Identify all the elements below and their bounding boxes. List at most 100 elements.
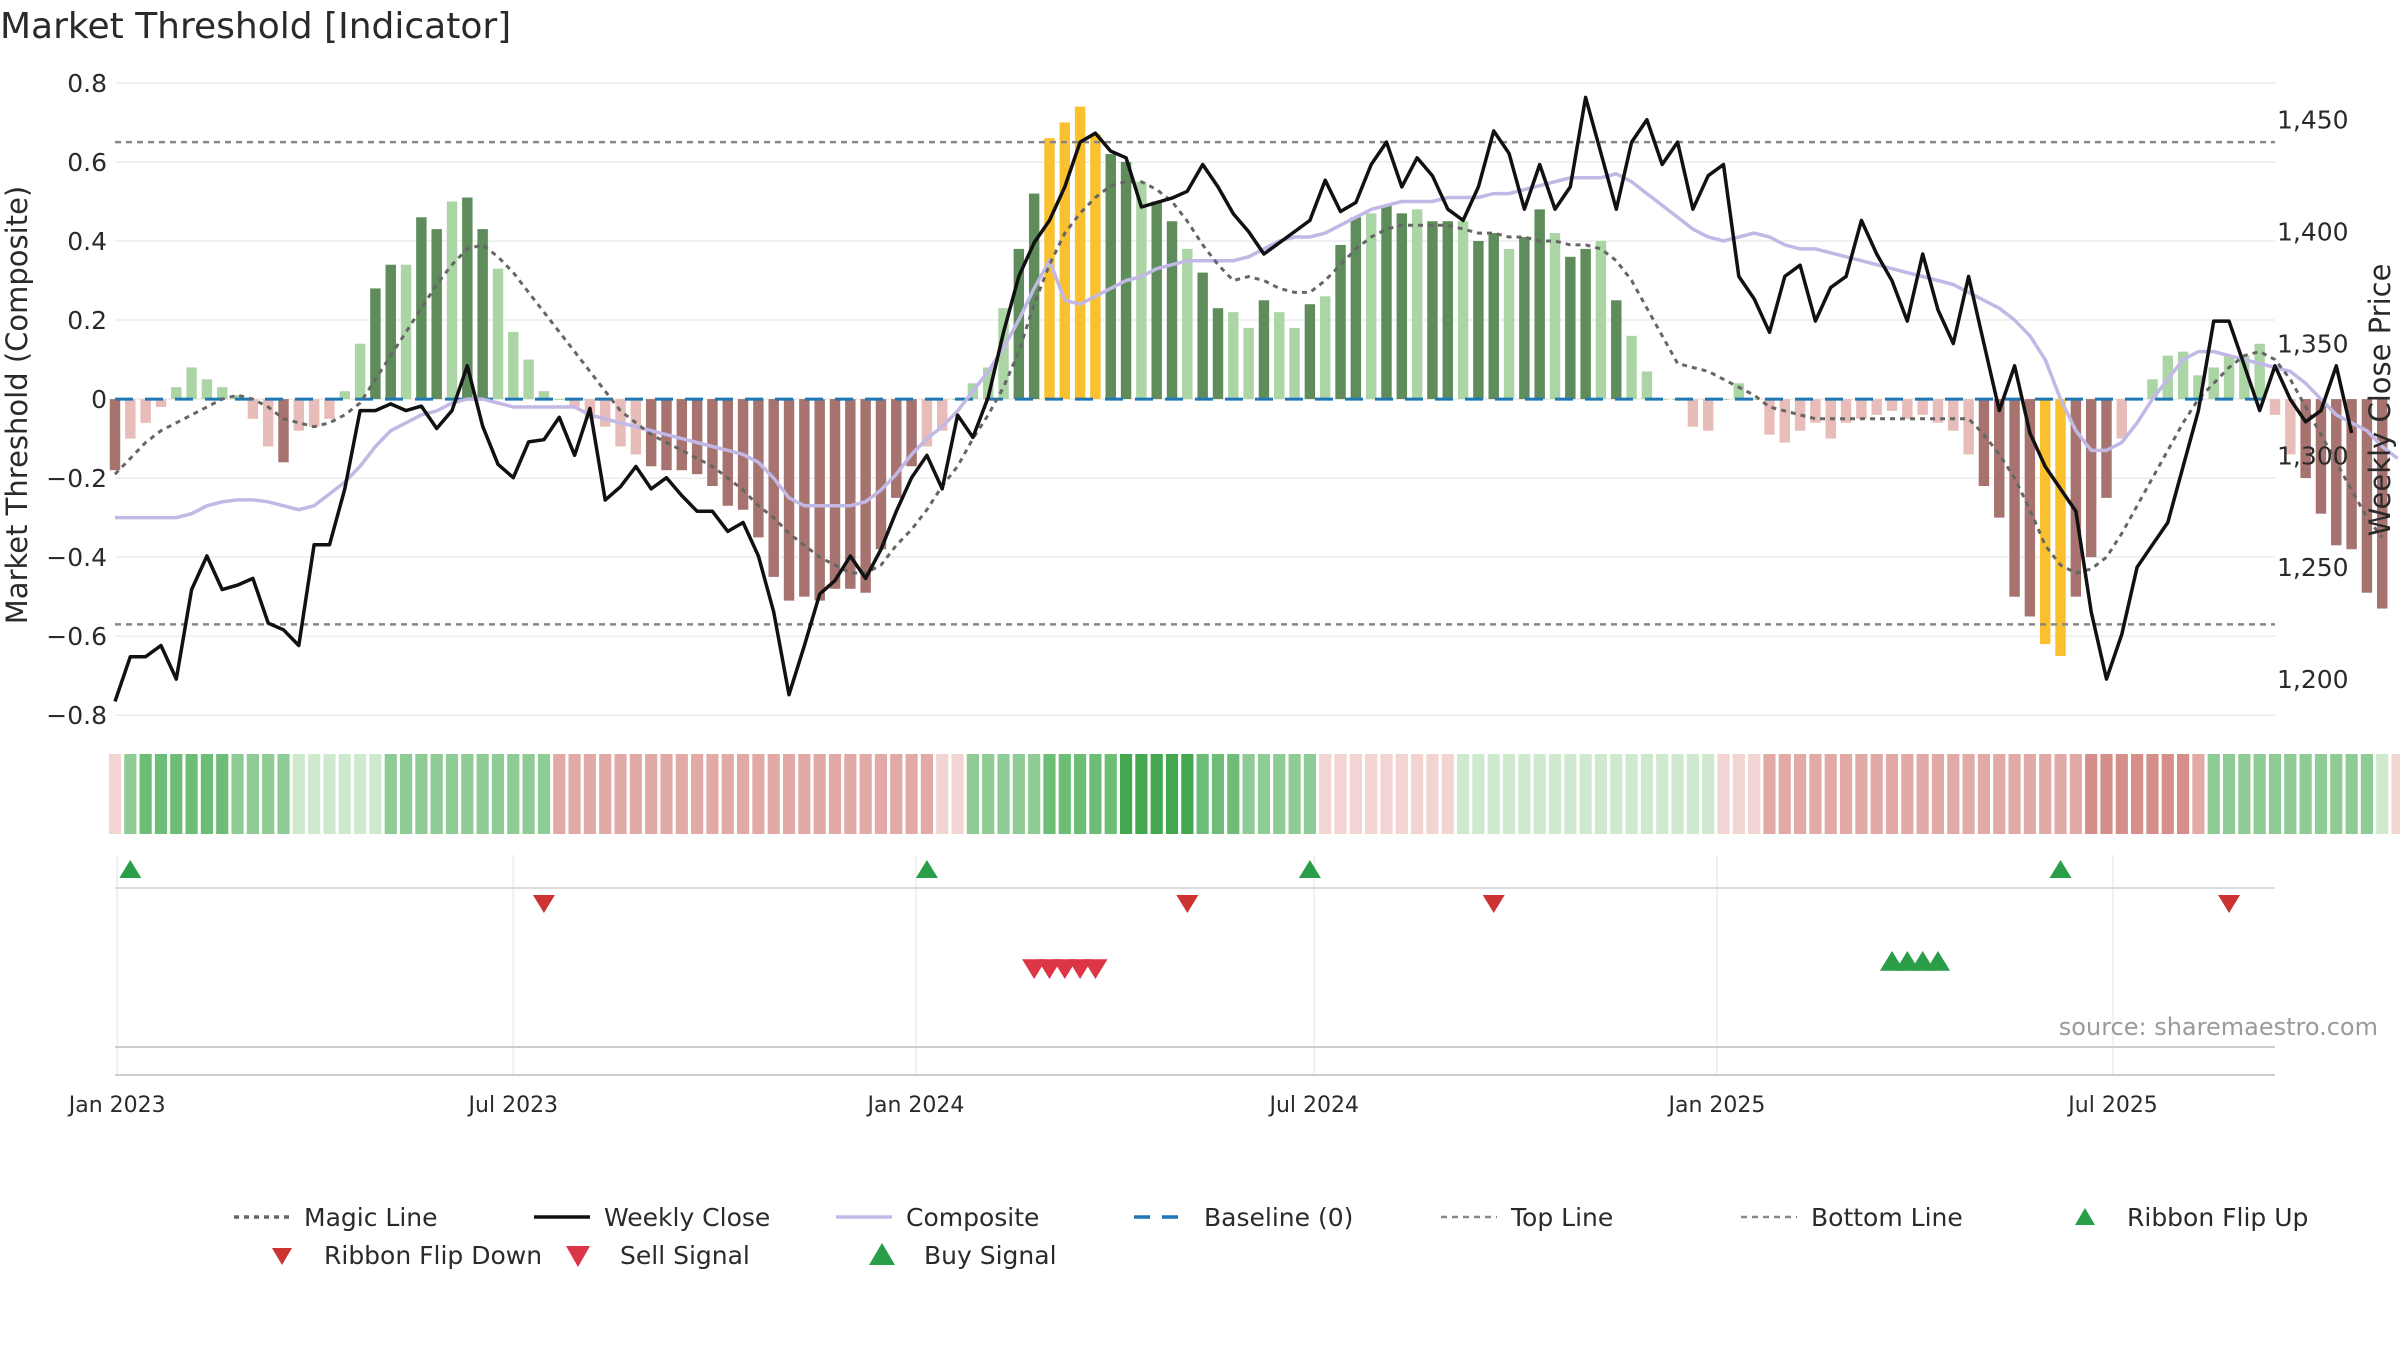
composite-bar	[1274, 312, 1285, 400]
y2-tick-label: 1,400	[2277, 218, 2349, 247]
composite-bar	[538, 391, 550, 400]
composite-bar	[1442, 221, 1453, 400]
composite-line	[115, 171, 2399, 520]
composite-bar	[1166, 221, 1178, 400]
legend-item[interactable]: Top Line	[1437, 1198, 1613, 1236]
ribbon-cell	[1794, 754, 1807, 834]
composite-bar	[1963, 399, 1974, 455]
y-tick-label: 0.8	[67, 69, 107, 98]
composite-bar	[171, 387, 182, 400]
ribbon-cell	[951, 754, 964, 834]
composite-bar	[860, 399, 871, 593]
legend-item[interactable]: Ribbon Flip Up	[2053, 1198, 2308, 1236]
ribbon-cell	[2314, 754, 2328, 834]
composite-bar	[2254, 343, 2265, 400]
ribbon-cell	[139, 754, 152, 834]
ribbon-cell	[691, 754, 704, 834]
composite-bar	[247, 399, 259, 419]
ribbon-cell	[476, 754, 489, 834]
y2-tick-label: 1,350	[2277, 329, 2349, 358]
composite-bar	[691, 399, 703, 475]
composite-bar	[1304, 304, 1316, 400]
composite-bar	[262, 399, 274, 447]
composite-bar	[1871, 399, 1882, 415]
composite-bar	[1381, 205, 1392, 400]
composite-bar	[232, 395, 243, 400]
ribbon-cell	[415, 754, 428, 834]
composite-bar	[875, 399, 887, 550]
ribbon-cell	[2222, 754, 2236, 834]
ribbon-cell	[1625, 754, 1638, 834]
ribbon-cell	[721, 754, 734, 834]
ribbon-cell	[537, 754, 551, 834]
ribbon-cell	[1732, 754, 1745, 834]
legend-swatch	[2075, 1208, 2095, 1225]
ribbon-cell	[1533, 754, 1546, 834]
composite-bar	[1365, 213, 1377, 400]
legend-item[interactable]: Weekly Close	[530, 1198, 770, 1236]
composite-bar	[217, 387, 228, 400]
legend-label: Top Line	[1511, 1202, 1614, 1232]
x-tick-label: Jan 2023	[67, 1093, 166, 1118]
ribbon-cell	[1288, 754, 1301, 834]
legend-item[interactable]: Composite	[832, 1198, 1039, 1236]
composite-bar	[768, 399, 779, 577]
ribbon-cell	[706, 754, 719, 834]
legend-item[interactable]: Magic Line	[230, 1198, 438, 1236]
legend-item[interactable]: Bottom Line	[1737, 1198, 1963, 1236]
legend-item[interactable]: Buy Signal	[850, 1236, 1057, 1274]
ribbon-cell	[2085, 754, 2098, 834]
ribbon-cell	[1686, 754, 1699, 834]
ribbon-cell	[1502, 754, 1516, 834]
ribbon-cell	[2238, 754, 2251, 834]
ribbon-cell	[1916, 754, 1929, 834]
ribbon-cell	[1043, 754, 1056, 834]
composite-bar	[937, 399, 948, 431]
ribbon-cell	[828, 754, 842, 834]
legend-item[interactable]: Baseline (0)	[1130, 1198, 1353, 1236]
ribbon-cell	[1472, 754, 1485, 834]
legend-item[interactable]: Ribbon Flip Down	[250, 1236, 542, 1274]
y2-tick-label: 1,200	[2277, 665, 2349, 694]
legend-label: Magic Line	[304, 1202, 438, 1232]
ribbon-cell	[292, 754, 305, 834]
ribbon-cell	[1411, 754, 1424, 834]
ribbon-cell	[2054, 754, 2067, 834]
ribbon-cell	[1778, 754, 1791, 834]
composite-bar	[1335, 244, 1346, 400]
composite-bar	[308, 399, 320, 427]
composite-bar	[339, 391, 351, 400]
composite-bar	[707, 399, 718, 487]
legend-item[interactable]: Sell Signal	[546, 1236, 750, 1274]
composite-bar	[2085, 399, 2097, 558]
composite-bar	[508, 331, 519, 400]
ribbon-cell	[1196, 754, 1209, 834]
composite-bar	[1810, 399, 1821, 423]
composite-bar	[998, 308, 1009, 400]
composite-bar	[324, 399, 335, 419]
ribbon-cell	[1962, 754, 1975, 834]
composite-bar	[1611, 300, 1622, 400]
ribbon-cell	[1456, 754, 1470, 834]
ribbon-cell	[645, 754, 658, 834]
composite-bar	[278, 399, 289, 463]
composite-bar	[1549, 233, 1561, 400]
composite-bar	[446, 201, 458, 400]
lines-layer	[113, 95, 2399, 702]
ribbon-cell	[1487, 754, 1500, 834]
ribbon-cell	[2146, 754, 2159, 834]
sell-signal-marker	[1068, 959, 1093, 979]
buy-signal-marker	[1895, 951, 1920, 971]
buy-signal-marker	[1925, 951, 1951, 971]
ribbon-cell	[1135, 754, 1148, 834]
composite-bar	[1580, 248, 1591, 400]
y-tick-label: 0.4	[67, 227, 107, 256]
ribbon-cell	[1870, 754, 1883, 834]
legend-swatch	[566, 1246, 590, 1267]
composite-bar	[2223, 355, 2235, 400]
composite-bar	[1641, 371, 1653, 400]
composite-bar	[2361, 399, 2373, 593]
composite-bar	[2239, 355, 2250, 400]
ribbon-cell	[982, 754, 995, 834]
ribbon-cell	[1074, 754, 1087, 834]
